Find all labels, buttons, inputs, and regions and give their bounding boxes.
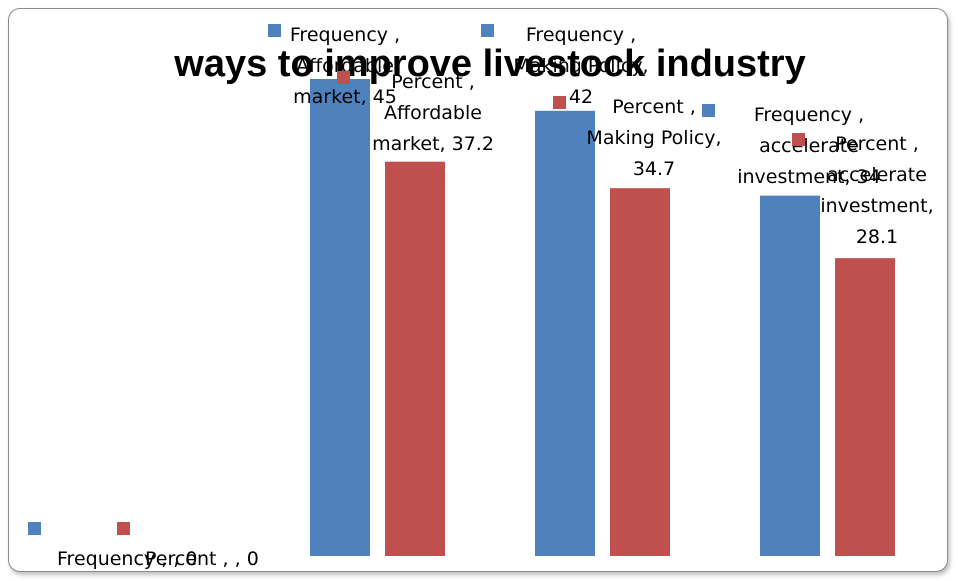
data-label-line: Frequency , (526, 24, 636, 46)
data-label-line: accelerate (827, 164, 927, 186)
data-label-line: investment, (820, 195, 933, 217)
legend-key-marker (268, 24, 281, 37)
data-label-line: Frequency , (290, 24, 400, 46)
data-label-line: Percent , (612, 96, 696, 118)
data-label-line: 42 (569, 86, 593, 108)
data-label-line: Frequency , (754, 104, 864, 126)
data-label-frequency-2: Frequency , Making Policy, 42 (481, 24, 649, 108)
legend-key-marker (337, 71, 350, 84)
bars-layer (310, 79, 895, 557)
data-label-text: Percent , Making Policy, 34.7 (586, 96, 721, 180)
data-label-line: Frequency , , 0 (57, 548, 197, 570)
data-label-line: Percent , , 0 (145, 548, 259, 570)
bar-percent-2 (610, 188, 670, 556)
data-label-text: Frequency , accelerate investment, 34 (737, 104, 881, 188)
chart-title: ways to improve livestock industry (173, 43, 805, 85)
legend-key-marker (702, 104, 715, 117)
legend-key-marker (792, 133, 805, 146)
legend-key-marker (28, 522, 41, 535)
bar-frequency-1 (310, 79, 370, 556)
data-label-percent-0: Percent , , 0 (117, 522, 259, 570)
legend-key-marker (481, 24, 494, 37)
data-label-text: Frequency , Making Policy, 42 (513, 24, 648, 108)
bar-frequency-3 (760, 195, 820, 556)
data-label-line: Percent , (391, 71, 475, 93)
data-label-frequency-1: Frequency , Affordable market, 45 (268, 24, 400, 108)
data-label-percent-3: Percent , accelerate investment, 28.1 (792, 133, 934, 248)
data-label-frequency-0: Frequency , , 0 (28, 522, 197, 570)
data-label-text: Percent , accelerate investment, 28.1 (820, 133, 933, 248)
data-label-line: Making Policy, (513, 55, 648, 77)
data-label-percent-2: Percent , Making Policy, 34.7 (553, 96, 722, 180)
data-label-frequency-3: Frequency , accelerate investment, 34 (702, 104, 881, 188)
data-label-line: Affordable (384, 102, 482, 124)
data-label-line: accelerate (759, 135, 859, 157)
data-label-text: Frequency , , 0 (57, 548, 197, 570)
data-label-line: investment, 34 (737, 166, 881, 188)
bar-frequency-2 (535, 110, 595, 557)
data-label-percent-1: Percent , Affordable market, 37.2 (337, 71, 494, 155)
data-label-line: 34.7 (633, 158, 675, 180)
legend-key-marker (117, 522, 130, 535)
legend-key-marker (553, 96, 566, 109)
data-label-text: Percent , , 0 (145, 548, 259, 570)
data-label-line: 28.1 (856, 226, 898, 248)
data-label-line: Affordable (296, 55, 394, 77)
data-label-line: Percent , (835, 133, 919, 155)
bar-percent-1 (385, 161, 445, 556)
data-label-text: Frequency , Affordable market, 45 (290, 24, 400, 108)
bar-percent-3 (835, 258, 895, 556)
data-label-line: market, 37.2 (372, 133, 494, 155)
data-label-line: market, 45 (293, 86, 397, 108)
data-label-line: Making Policy, (586, 127, 721, 149)
data-label-text: Percent , Affordable market, 37.2 (372, 71, 494, 155)
